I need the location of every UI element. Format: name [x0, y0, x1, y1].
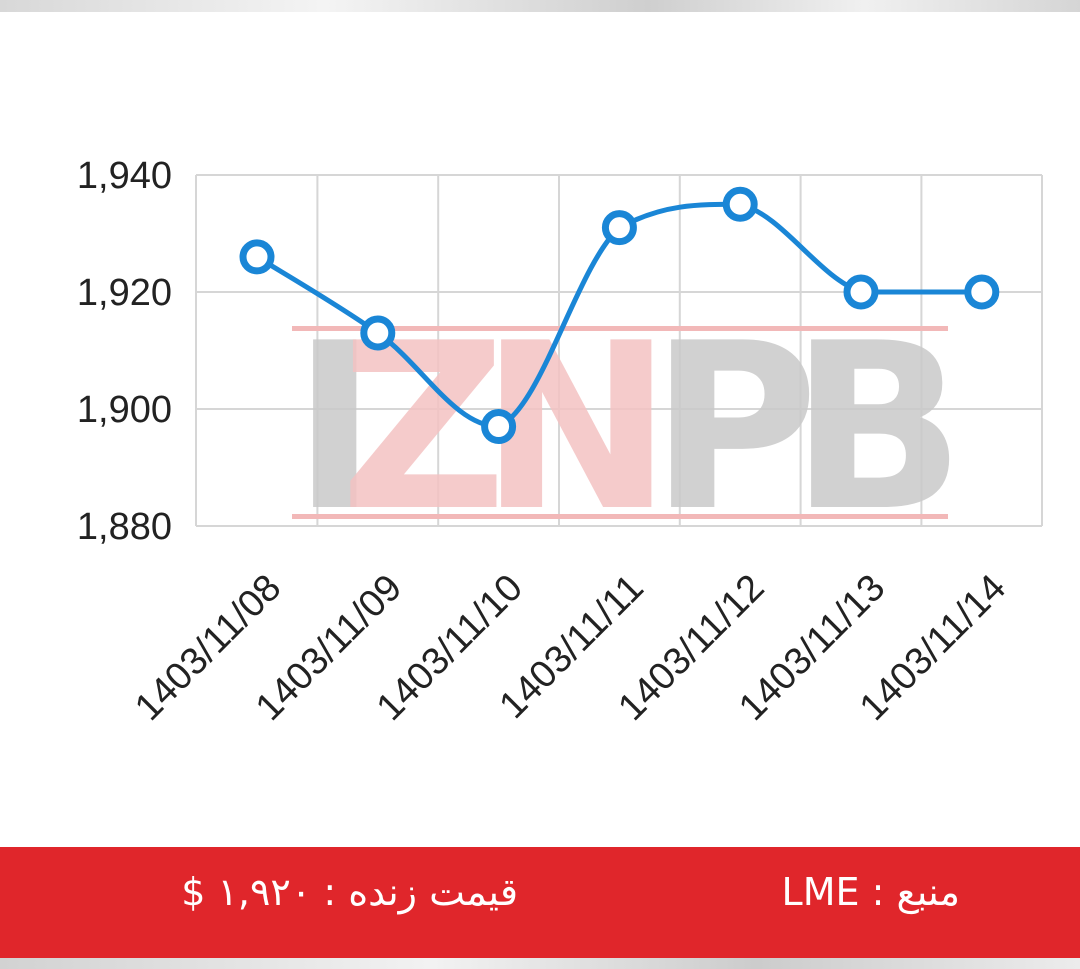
data-point: [360, 315, 396, 351]
data-point: [481, 409, 517, 445]
y-tick-label: 1,900: [77, 389, 172, 431]
y-axis-ticks: 1,880 1,900 1,920 1,940: [77, 155, 172, 548]
watermark-rule-bottom: [292, 514, 948, 519]
y-tick-label: 1,880: [77, 506, 172, 548]
data-point: [843, 274, 879, 310]
bottom-edge-strip: [0, 958, 1080, 969]
watermark-letter: P: [650, 295, 819, 562]
watermark-letter: B: [790, 295, 965, 562]
y-tick-label: 1,920: [77, 272, 172, 314]
data-point: [601, 210, 637, 246]
live-price-label: قیمت زنده : ۱,۹۲۰ $: [181, 870, 518, 914]
data-points: [239, 186, 1000, 445]
data-point: [239, 239, 275, 275]
top-edge-strip: [0, 0, 1080, 12]
data-point: [964, 274, 1000, 310]
watermark-rule-top: [292, 326, 948, 331]
y-tick-label: 1,940: [77, 155, 172, 197]
footer-bar: [0, 847, 1080, 959]
data-point: [722, 186, 758, 222]
source-label: منبع : LME: [781, 870, 960, 914]
x-axis-ticks: 1403/11/081403/11/091403/11/101403/11/11…: [127, 567, 1014, 729]
